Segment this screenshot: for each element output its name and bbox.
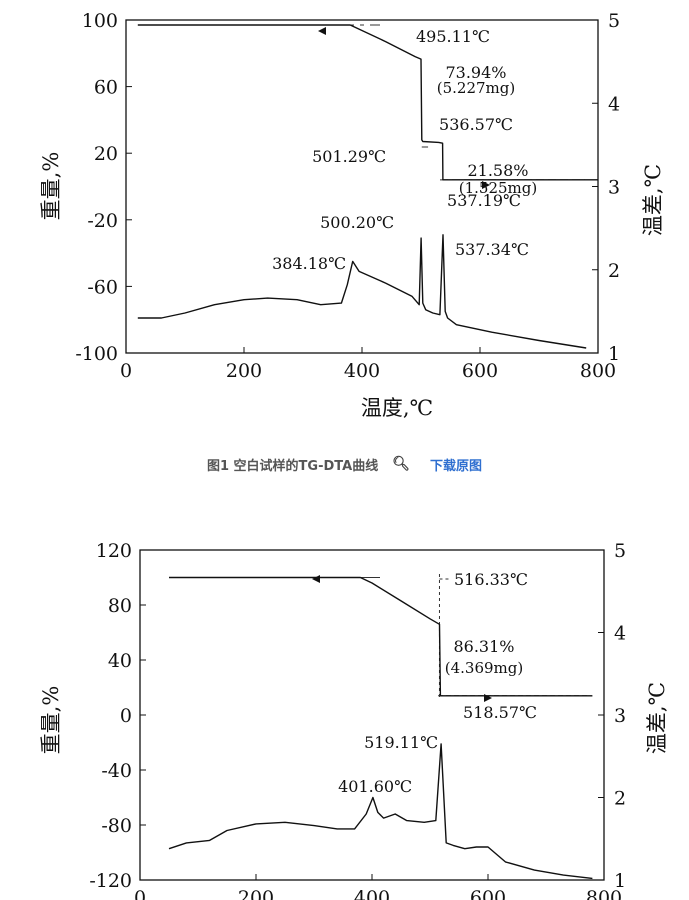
annotation-label: 536.57℃: [439, 115, 513, 134]
magnifier-plus-icon[interactable]: 🔍︎: [392, 456, 410, 472]
x-tick-label: 200: [226, 360, 262, 382]
annotation-label: 401.60℃: [338, 777, 412, 796]
y-tick-label: -60: [87, 276, 118, 298]
caption-title: 图1 空白试样的TG-DTA曲线: [206, 458, 379, 474]
y-tick-label: 120: [96, 540, 132, 562]
annotation-label: 518.57℃: [463, 703, 537, 722]
y2-tick-label: 4: [614, 623, 626, 645]
y2-tick-label: 3: [608, 177, 620, 199]
y-tick-label: -120: [89, 870, 132, 892]
y2-tick-label: 4: [608, 93, 620, 115]
annotation-label: 384.18℃: [272, 254, 346, 273]
y-tick-label: 100: [82, 10, 118, 32]
y-tick-label: 20: [94, 143, 118, 165]
annotation-note: (4.369mg): [445, 659, 523, 677]
y-axis-label: 重量,%: [39, 686, 63, 755]
tg-weight-line: [137, 24, 598, 181]
dta-temp-diff-line: [137, 234, 587, 349]
annotation-label: 495.11℃: [416, 27, 490, 46]
x-tick-label: 800: [580, 360, 616, 382]
y2-tick-label: 2: [608, 260, 620, 282]
annotation-note: (1.525mg): [459, 179, 537, 197]
y-axis-label: 重量,%: [39, 152, 63, 221]
annotation-label: 537.19℃: [447, 191, 521, 210]
annotation-label: 500.20℃: [320, 213, 394, 232]
y2-tick-label: 2: [614, 788, 626, 810]
annotation-note: (5.227mg): [437, 79, 515, 97]
figure-caption: 图1 空白试样的TG-DTA曲线 🔍︎ 下载原图: [0, 452, 689, 476]
tg-weight-line: [169, 576, 593, 697]
download-original-link[interactable]: 下载原图: [429, 458, 482, 474]
annotation-label: 21.58%: [467, 161, 528, 180]
annotation-label: 519.11℃: [364, 733, 438, 752]
annotation-label: 516.33℃: [454, 570, 528, 589]
y-tick-label: -40: [101, 760, 132, 782]
dta-temp-diff-line: [168, 743, 593, 880]
arrow-right-icon: [482, 181, 490, 189]
x-tick-label: 0: [134, 887, 146, 900]
y2-tick-label: 3: [614, 705, 626, 727]
y2-tick-label: 5: [614, 540, 626, 562]
annotation-label: 73.94%: [445, 63, 506, 82]
x-tick-label: 600: [462, 360, 498, 382]
y-tick-label: -100: [75, 343, 118, 365]
x-axis-label: 温度,℃: [361, 396, 433, 420]
y-tick-label: 0: [120, 705, 132, 727]
y-tick-label: -80: [101, 815, 132, 837]
tg-dta-chart-1: 0 200 400 600 800 100 60 20 -20 -60 -100 5 4 3 2 1 温度,℃ 重…: [39, 10, 665, 420]
annotation-label: 86.31%: [453, 637, 514, 656]
x-tick-label: 800: [586, 887, 622, 900]
y2-tick-label: 5: [608, 10, 620, 32]
x-tick-label: 200: [238, 887, 274, 900]
arrow-left-icon: [318, 27, 326, 35]
y2-axis-label: 温差,℃: [645, 682, 669, 754]
annotation-label: 537.34℃: [455, 240, 529, 259]
x-tick-label: 400: [344, 360, 380, 382]
arrow-left-icon: [312, 575, 320, 583]
annotation-label: 501.29℃: [312, 147, 386, 166]
x-tick-label: 600: [470, 887, 506, 900]
tg-dta-chart-2: 0 200 400 600 80012080400-40-80-12054321重量,%…: [39, 540, 669, 900]
x-tick-label: 400: [354, 887, 390, 900]
y2-axis-label: 温差,℃: [641, 164, 665, 236]
y2-tick-label: 1: [608, 343, 620, 365]
y-tick-label: -20: [87, 210, 118, 232]
y-tick-label: 40: [108, 650, 132, 672]
x-tick-label: 0: [120, 360, 132, 382]
y2-tick-label: 1: [614, 870, 626, 892]
y-tick-label: 60: [94, 77, 118, 99]
y-tick-label: 80: [108, 595, 132, 617]
